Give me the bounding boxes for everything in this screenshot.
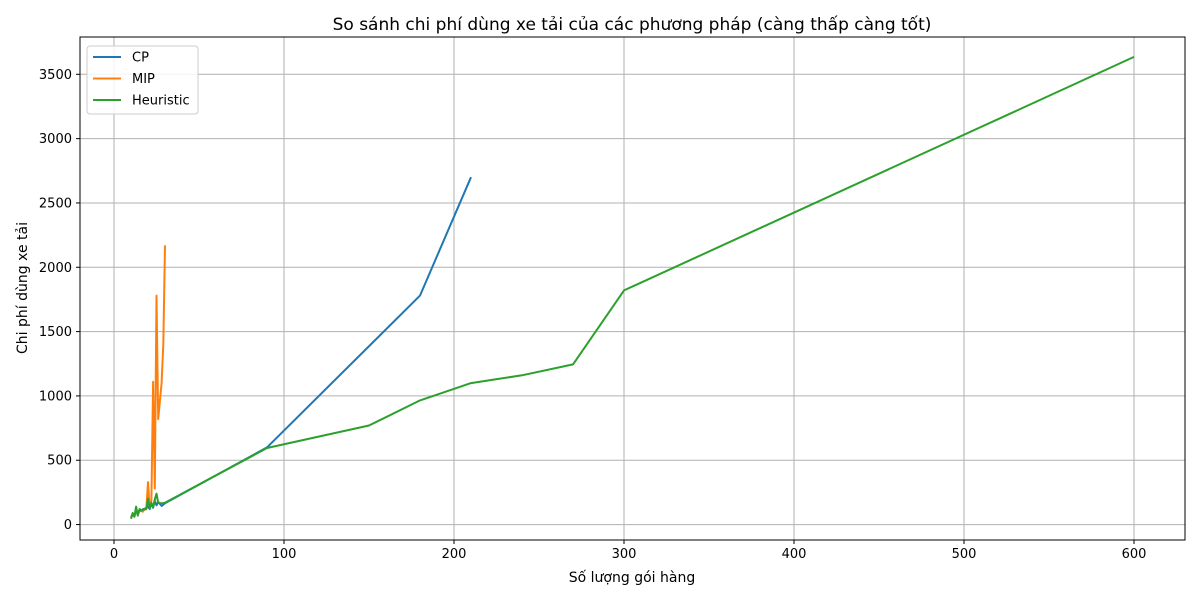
y-tick-label: 3000 [39,132,72,147]
series-line-heuristic [130,55,1135,520]
y-tick-label: 1000 [39,389,72,404]
chart-title: So sánh chi phí dùng xe tải của các phươ… [333,14,932,35]
legend-box [86,45,199,115]
y-axis-label: Chi phí dùng xe tải [15,222,31,354]
y-tick-label: 0 [64,518,72,533]
x-tick-label: 500 [952,547,977,562]
series-line-mip [130,245,166,518]
y-tick-label: 2000 [39,261,72,276]
plot-frame [79,36,1186,541]
legend-label-mip: MIP [132,72,155,87]
x-tick-label: 0 [110,547,118,562]
legend-label-heuristic: Heuristic [132,94,190,109]
tick-layer: 0 100 200 300 400 500 600 0 500 1000 1500 2000 2500 3… [39,68,1147,562]
legend-label-cp: CP [132,51,149,66]
series-layer [130,55,1135,520]
y-tick-label: 500 [47,454,72,469]
y-tick-label: 3500 [39,68,72,83]
x-tick-label: 400 [782,547,807,562]
series-line-cp [130,176,472,519]
x-tick-label: 100 [272,547,297,562]
grid-layer [80,37,1185,540]
x-tick-label: 200 [442,547,467,562]
y-tick-label: 2500 [39,196,72,211]
y-tick-label: 1500 [39,325,72,340]
x-axis-label: Số lượng gói hàng [569,569,695,586]
x-tick-label: 600 [1122,547,1147,562]
x-tick-label: 300 [612,547,637,562]
legend: CP MIP Heuristic [86,45,199,115]
